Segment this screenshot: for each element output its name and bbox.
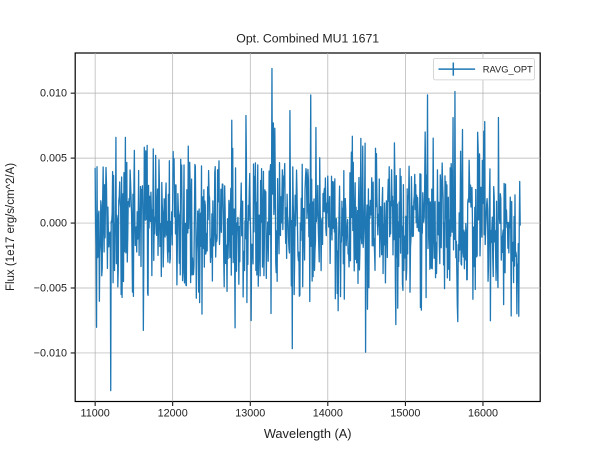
svg-text:16000: 16000 [468, 408, 498, 420]
svg-text:−0.005: −0.005 [34, 282, 67, 294]
svg-text:Flux (1e17 erg/s/cm^2/A): Flux (1e17 erg/s/cm^2/A) [5, 163, 17, 291]
svg-text:0.000: 0.000 [40, 217, 67, 229]
svg-text:12000: 12000 [158, 408, 188, 420]
svg-text:0.005: 0.005 [40, 152, 67, 164]
svg-text:11000: 11000 [81, 408, 110, 420]
svg-text:−0.010: −0.010 [34, 347, 67, 359]
svg-text:RAVG_OPT: RAVG_OPT [483, 64, 533, 74]
svg-text:14000: 14000 [313, 408, 343, 420]
svg-text:15000: 15000 [390, 408, 420, 420]
svg-text:13000: 13000 [235, 408, 265, 420]
svg-text:Wavelength (A): Wavelength (A) [264, 426, 352, 441]
svg-text:0.010: 0.010 [40, 87, 67, 99]
svg-text:Opt. Combined MU1 1671: Opt. Combined MU1 1671 [236, 31, 379, 45]
